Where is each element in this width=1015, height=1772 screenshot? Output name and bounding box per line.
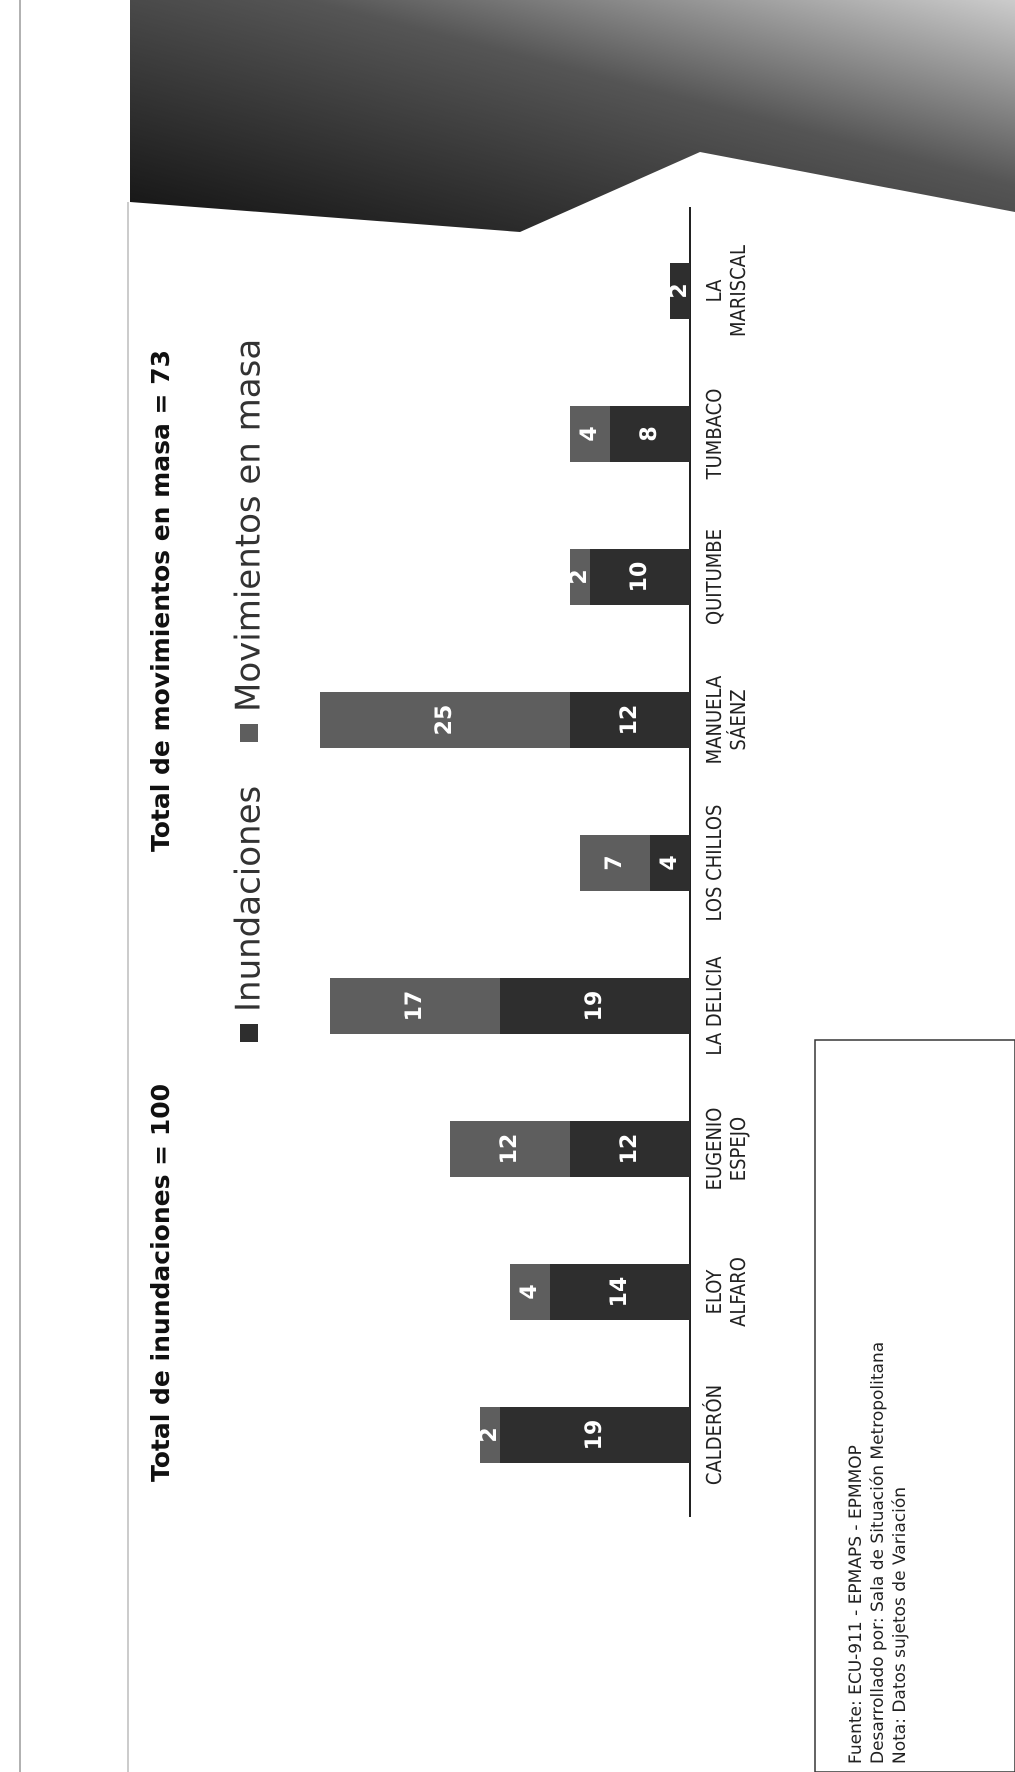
- x-tick-label: LOS CHILLOS: [702, 804, 726, 922]
- data-label: 12: [617, 1134, 642, 1165]
- legend-label: Inundaciones: [229, 786, 269, 1012]
- category-label: EUGENIO ESPEJO: [702, 1107, 750, 1191]
- data-label: 12: [497, 1134, 522, 1165]
- footer-line: Nota: Datos sujetos de Variación: [890, 1487, 910, 1764]
- bar-segment: [570, 1121, 690, 1177]
- bar-segment: [450, 1121, 570, 1177]
- x-tick-label: QUITUMBE: [702, 528, 726, 626]
- category-label: LA MARISCAL: [702, 245, 750, 337]
- x-tick-label: ELOY ALFARO: [702, 1257, 750, 1327]
- data-label: 19: [582, 991, 607, 1022]
- bar-segment: [670, 263, 690, 319]
- data-label: 12: [617, 705, 642, 736]
- x-tick-label: TUMBACO: [702, 388, 726, 480]
- data-label: 10: [627, 562, 652, 593]
- annotation: Total de inundaciones = 100: [146, 1084, 175, 1482]
- category-label: ELOY ALFARO: [702, 1257, 750, 1327]
- x-tick-label: LA MARISCAL: [702, 245, 750, 337]
- footer-line: Fuente: ECU-911 - EPMAPS - EPMMOP: [846, 1445, 866, 1764]
- bar-segment: [570, 406, 610, 462]
- x-tick-label: MANUELA SÁENZ: [702, 675, 750, 765]
- bar-segment: [500, 978, 690, 1034]
- x-tick-label: EUGENIO ESPEJO: [702, 1107, 750, 1191]
- data-label: 14: [607, 1277, 632, 1308]
- bar-segment: [510, 1264, 550, 1320]
- footer-box: [814, 1039, 1015, 1772]
- footer-line: Desarrollado por: Sala de Situación Metr…: [868, 1342, 888, 1764]
- data-label: 2: [567, 569, 592, 584]
- data-label: 4: [657, 855, 682, 870]
- bar-segment: [590, 549, 690, 605]
- x-tick-label: CALDERÓN: [702, 1384, 726, 1486]
- category-label: LOS CHILLOS: [702, 804, 726, 922]
- data-label: 2: [667, 283, 692, 298]
- bar-segment: [610, 406, 690, 462]
- data-label: 4: [517, 1284, 542, 1299]
- legend-label: Movimientos en masa: [229, 339, 269, 712]
- data-label: 2: [477, 1427, 502, 1442]
- x-tick-label: LA DELICIA: [702, 956, 726, 1056]
- photo-corner: [130, 0, 1015, 232]
- category-label: LA DELICIA: [702, 956, 726, 1056]
- bar-segment: [320, 692, 570, 748]
- legend-swatch: [240, 1024, 258, 1042]
- category-label: TUMBACO: [702, 388, 726, 480]
- data-label: 8: [637, 426, 662, 441]
- data-label: 7: [602, 855, 627, 870]
- bar-segment: [500, 1407, 690, 1463]
- bar-segment: [570, 549, 590, 605]
- bar-segment: [580, 835, 650, 891]
- bar-segment: [570, 692, 690, 748]
- bar-segment: [330, 978, 500, 1034]
- data-label: 19: [582, 1420, 607, 1451]
- data-label: 17: [402, 991, 427, 1022]
- bar-segment: [550, 1264, 690, 1320]
- bar-segment: [650, 835, 690, 891]
- category-label: CALDERÓN: [702, 1384, 726, 1486]
- category-label: QUITUMBE: [702, 528, 726, 626]
- bar-segment: [480, 1407, 500, 1463]
- data-label: 25: [432, 705, 457, 736]
- category-label: MANUELA SÁENZ: [702, 675, 750, 765]
- legend-swatch: [240, 724, 258, 742]
- data-label: 4: [577, 426, 602, 441]
- annotation: Total de movimientos en masa = 73: [146, 350, 175, 852]
